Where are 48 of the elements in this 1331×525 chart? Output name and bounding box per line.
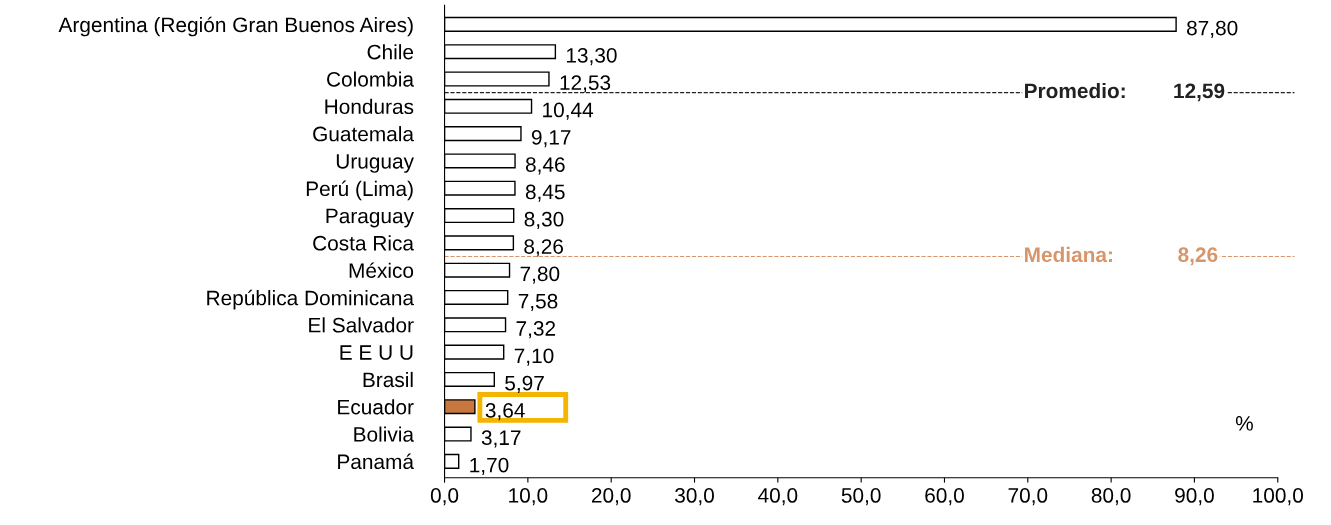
x-tick-label: 80,0	[1091, 488, 1131, 506]
annotation: %	[1235, 416, 1253, 431]
y-tick-label: Chile	[367, 44, 414, 60]
data-label: 8,46	[525, 157, 565, 175]
data-label: 5,97	[505, 375, 544, 393]
data-label: 10,44	[543, 102, 594, 120]
x-tick-label: 50,0	[841, 488, 881, 506]
y-tick-label: Argentina (Región Gran Buenos Aires)	[58, 16, 413, 37]
y-tick-label: Ecuador	[338, 399, 414, 415]
data-label: 8,30	[524, 211, 564, 230]
y-tick-label: E E U U	[340, 345, 413, 360]
x-tick-label: 40,0	[758, 488, 798, 506]
data-label: 7,32	[516, 321, 556, 339]
data-label: 8,45	[525, 184, 565, 202]
y-tick-label: Colombia	[327, 71, 414, 87]
data-label: 87,80	[1187, 20, 1238, 38]
ref-line-label: Mediana: 8,26	[1025, 246, 1218, 266]
x-tick-label: 30,0	[675, 488, 714, 506]
y-tick-label: Brasil	[363, 371, 413, 388]
y-tick-label: República Dominicana	[207, 289, 415, 310]
data-label: 1,70	[470, 457, 509, 475]
x-tick-label: 0,0	[430, 488, 459, 506]
data-label: 8,26	[524, 239, 564, 257]
y-tick-label: Honduras	[325, 98, 414, 115]
x-tick-label: 100,0	[1253, 488, 1304, 506]
x-tick-label: 20,0	[591, 488, 631, 506]
x-tick-label: 60,0	[925, 488, 964, 506]
y-tick-label: Uruguay	[336, 154, 414, 173]
y-tick-label: México	[349, 262, 414, 278]
x-tick-label: 70,0	[1008, 488, 1048, 506]
y-tick-label: Perú (Lima)	[306, 180, 413, 201]
data-label: 3,64	[485, 403, 525, 421]
y-tick-label: Panamá	[338, 453, 414, 470]
data-label: 9,17	[531, 129, 571, 148]
x-tick-label: 10,0	[509, 488, 548, 506]
data-label: 12,53	[560, 75, 611, 93]
y-tick-label: Paraguay	[326, 208, 414, 228]
data-label: 13,30	[566, 47, 617, 66]
ref-line-label: Promedio: 12,59	[1025, 82, 1225, 102]
x-tick-label: 90,0	[1175, 488, 1214, 506]
y-tick-label: El Salvador	[309, 317, 414, 333]
data-label: 7,80	[520, 266, 560, 284]
data-label: 7,10	[514, 348, 554, 366]
data-label: 7,58	[518, 293, 558, 312]
data-label: 3,17	[481, 430, 521, 448]
y-tick-label: Costa Rica	[313, 235, 414, 251]
y-tick-label: Bolivia	[354, 426, 414, 442]
y-tick-label: Guatemala	[313, 126, 414, 142]
